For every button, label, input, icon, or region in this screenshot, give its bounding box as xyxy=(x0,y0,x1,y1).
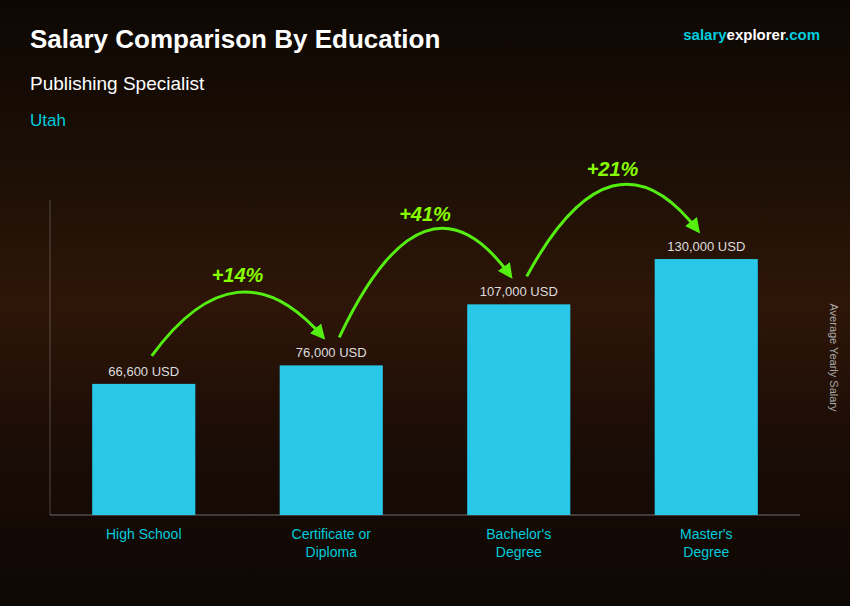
bar xyxy=(92,384,195,515)
growth-arrow xyxy=(527,184,699,276)
growth-arrow xyxy=(152,292,324,356)
annotation: +21% xyxy=(587,158,639,180)
bar xyxy=(467,304,570,515)
y-axis-line xyxy=(50,200,51,515)
x-tick-label-line: Bachelor's xyxy=(486,526,551,542)
source-part: explorer xyxy=(727,26,786,43)
x-tick-label: High School xyxy=(106,526,182,542)
bars xyxy=(92,259,758,515)
x-tick-label-line: High School xyxy=(106,526,182,542)
title: Salary Comparison By Education xyxy=(30,24,440,54)
x-tick-label-line: Certificate or xyxy=(292,526,372,542)
x-tick-label-line: Degree xyxy=(683,544,729,560)
x-tick-label-line: Diploma xyxy=(306,544,358,560)
value-label: 107,000 USD xyxy=(480,284,558,299)
bar xyxy=(280,365,383,515)
chart: Salary Comparison By Education Publishing… xyxy=(0,0,850,606)
x-tick-label-line: Degree xyxy=(496,544,542,560)
source-part: salary xyxy=(683,26,727,43)
source: salaryexplorer.com xyxy=(683,26,820,43)
location: Utah xyxy=(30,111,66,130)
annotation: +41% xyxy=(399,203,451,225)
x-tick-label: Master's Degree xyxy=(680,526,732,560)
y-label: Average Yearly Salary xyxy=(828,303,840,412)
source-part: .com xyxy=(785,26,820,43)
x-tick-label: Bachelor's Degree xyxy=(486,526,551,560)
value-label: 66,600 USD xyxy=(108,364,179,379)
value-label: 130,000 USD xyxy=(667,239,745,254)
value-label: 76,000 USD xyxy=(296,345,367,360)
bar xyxy=(655,259,758,515)
x-tick-label: Certificate or Diploma xyxy=(292,526,372,560)
x-tick-label-line: Master's xyxy=(680,526,732,542)
growth-arrow xyxy=(339,228,511,337)
subtitle: Publishing Specialist xyxy=(30,73,205,94)
annotation: +14% xyxy=(212,264,264,286)
